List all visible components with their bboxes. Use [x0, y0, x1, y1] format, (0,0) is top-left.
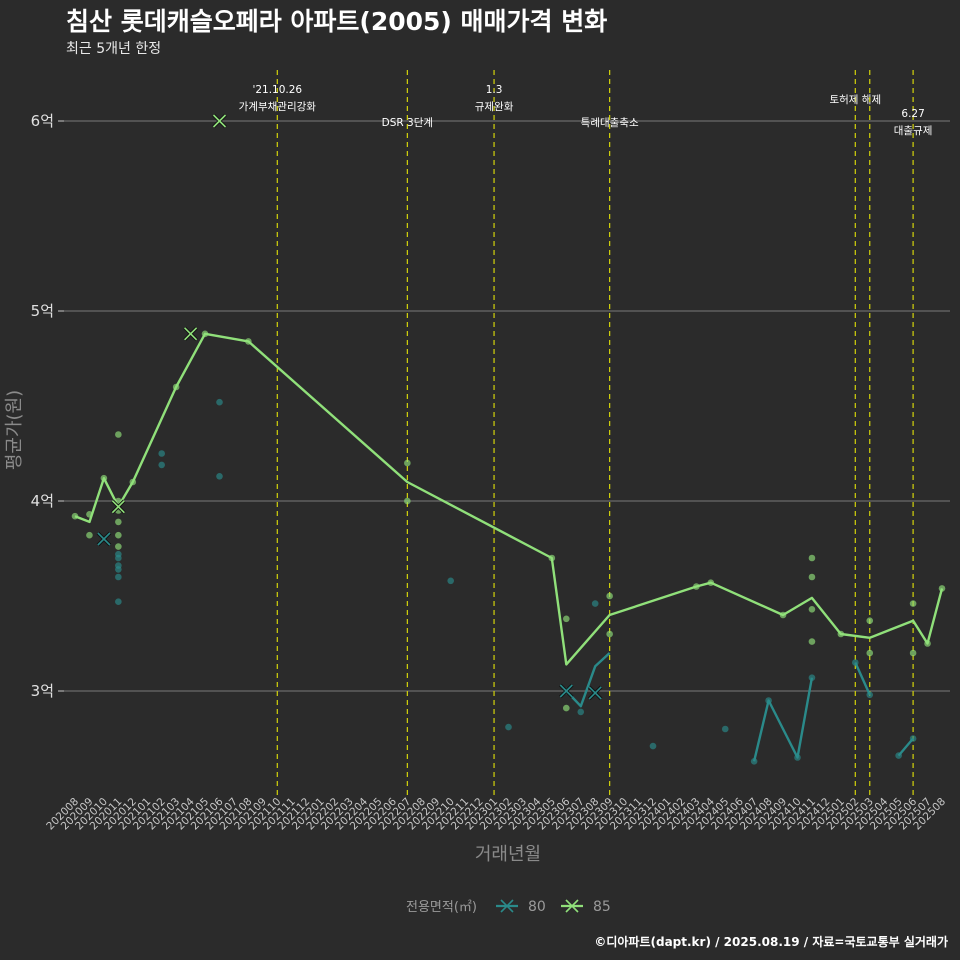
event-label: DSR 3단계 [382, 117, 433, 129]
data-point-85 [606, 592, 613, 600]
data-point-85 [909, 600, 917, 607]
event-label: 토허제 해제 [829, 93, 881, 106]
event-label: '21.10.26 [252, 84, 302, 96]
event-label: 가계부채관리강화 [239, 101, 317, 113]
data-point-80 [115, 566, 122, 573]
x-axis-title: 거래년월 [475, 844, 541, 865]
data-point-80 [591, 600, 599, 607]
data-point-80 [808, 674, 816, 681]
data-point-85 [808, 606, 816, 613]
legend-key-cross-80 [500, 899, 514, 913]
data-point-85 [115, 531, 122, 539]
y-tick-label: 5억 [31, 302, 54, 320]
event-label: 대출규제 [894, 125, 933, 137]
y-tick-label: 4억 [31, 492, 54, 510]
max-marker-85 [183, 326, 198, 342]
max-marker-stroke [588, 686, 602, 700]
series-line-85 [74, 332, 944, 666]
event-label: 특례대출축소 [581, 117, 639, 129]
source-caption: ©디아파트(dapt.kr) / 2025.08.19 / 자료=국토교통부 실… [594, 935, 948, 949]
legend-key-cross-85 [565, 899, 579, 913]
series-layer [71, 113, 946, 765]
max-marker-stroke [111, 500, 125, 514]
legend: 전용면적(㎡) 80 85 [406, 899, 611, 915]
data-point-85 [563, 704, 570, 712]
series-line-80 [752, 677, 814, 762]
data-point-85 [909, 649, 917, 657]
data-point-85 [86, 531, 93, 539]
max-marker-stroke [184, 327, 198, 341]
series-85 [71, 113, 946, 712]
data-point-80 [115, 554, 122, 562]
max-marker-stroke [559, 684, 573, 698]
data-point-80 [577, 708, 585, 716]
data-point-85 [563, 615, 570, 623]
max-marker-85 [212, 113, 227, 129]
y-axis-title: 평균가(원) [4, 390, 25, 470]
y-tick-label: 3억 [31, 682, 54, 700]
data-point-85 [404, 497, 411, 505]
max-marker-80 [559, 683, 574, 699]
event-label: 1.3 [486, 84, 503, 96]
data-point-85 [606, 630, 613, 638]
max-marker-stroke [97, 532, 111, 546]
series-80 [96, 398, 917, 765]
data-point-80 [649, 742, 657, 750]
data-point-80 [115, 573, 122, 581]
grid-lines [58, 120, 950, 692]
data-point-85 [115, 431, 122, 438]
data-point-85 [808, 638, 816, 645]
data-point-85 [866, 617, 874, 624]
data-point-80 [115, 598, 122, 605]
data-point-80 [216, 473, 223, 480]
max-marker-stroke [212, 114, 227, 128]
data-point-85 [808, 554, 816, 562]
series-line-80 [565, 652, 611, 708]
x-axis-ticks: 2020082020092020102020112020122021012021… [44, 795, 948, 832]
data-point-85 [808, 573, 816, 581]
y-axis-ticks: 3억 4억 5억 6억 [31, 112, 64, 700]
data-point-80 [158, 461, 165, 469]
chart-title: 침산 롯데캐슬오페라 아파트(2005) 매매가격 변화 [66, 7, 608, 36]
chart-subtitle: 최근 5개년 한정 [66, 41, 162, 57]
max-marker-80 [587, 685, 603, 701]
event-label: 규제완화 [475, 100, 514, 113]
series-line-80 [854, 662, 871, 696]
legend-label-80: 80 [528, 899, 546, 915]
data-point-85 [115, 543, 122, 550]
event-label: 6.27 [901, 108, 924, 120]
data-point-85 [866, 649, 874, 657]
data-point-80 [447, 577, 455, 585]
data-point-80 [505, 723, 512, 731]
data-point-80 [721, 725, 729, 733]
data-point-80 [158, 450, 165, 457]
max-marker-85 [111, 499, 126, 514]
max-marker-80 [96, 531, 112, 547]
legend-title: 전용면적(㎡) [406, 900, 477, 915]
y-tick-label: 6억 [31, 112, 54, 130]
data-point-85 [115, 518, 122, 526]
legend-label-85: 85 [593, 899, 611, 915]
data-point-85 [404, 459, 411, 467]
data-point-80 [216, 398, 223, 406]
series-line-80 [897, 737, 915, 757]
